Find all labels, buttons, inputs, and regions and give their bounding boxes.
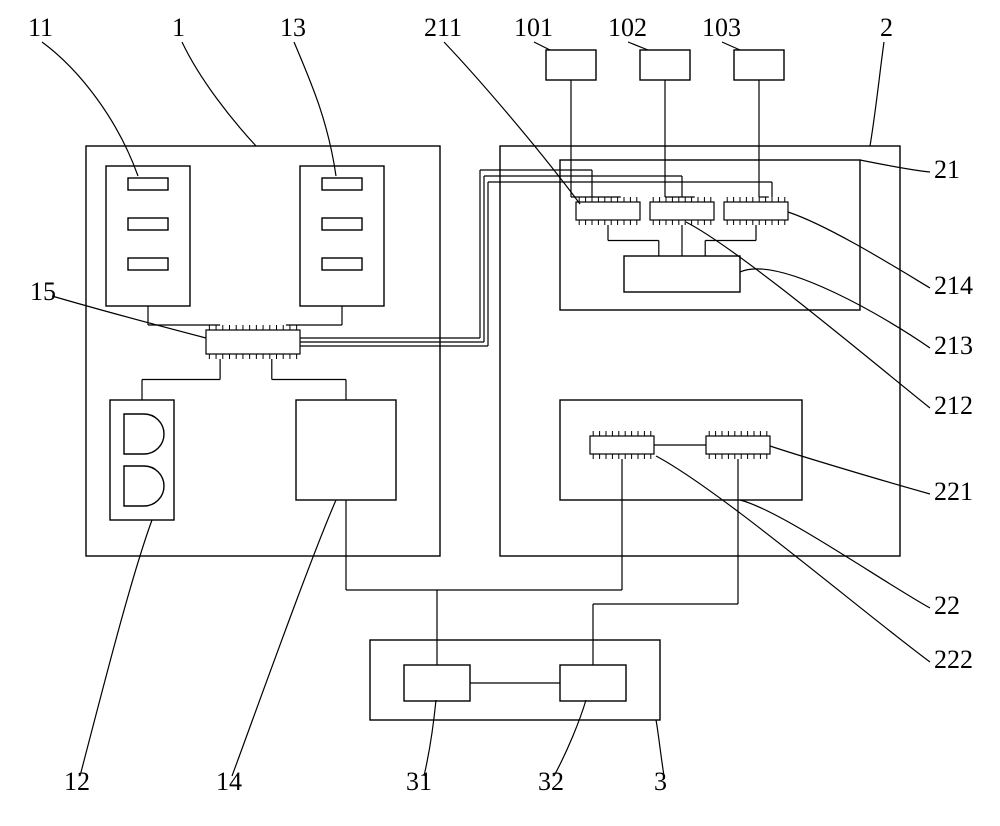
leader-12	[80, 520, 152, 776]
label-13: 13	[280, 13, 306, 42]
leader-21	[860, 160, 930, 172]
leader-22	[740, 500, 930, 608]
leader-11	[42, 42, 138, 176]
box-13-slot-0	[322, 178, 362, 190]
label-212: 212	[934, 391, 973, 420]
box-11-slot-2	[128, 258, 168, 270]
module-3	[370, 640, 660, 720]
label-214: 214	[934, 271, 973, 300]
leader-103	[722, 42, 740, 50]
label-11: 11	[28, 13, 53, 42]
label-32: 32	[538, 767, 564, 796]
label-221: 221	[934, 477, 973, 506]
box-13-slot-1	[322, 218, 362, 230]
box-101	[546, 50, 596, 80]
box-14	[296, 400, 396, 500]
leader-13	[294, 42, 336, 176]
label-14: 14	[216, 767, 242, 796]
leader-214	[788, 212, 930, 288]
chip-211	[576, 202, 640, 220]
box-22	[560, 400, 802, 500]
diagram-root: 1231112131415212231321011021032112122132…	[0, 0, 1000, 826]
label-12: 12	[64, 767, 90, 796]
d-shape-2	[124, 466, 164, 506]
leader-222	[656, 456, 930, 662]
label-3: 3	[654, 767, 667, 796]
label-103: 103	[702, 13, 741, 42]
label-21: 21	[934, 155, 960, 184]
box-31	[404, 665, 470, 701]
leader-101	[534, 42, 550, 50]
label-222: 222	[934, 645, 973, 674]
chip-221	[590, 436, 654, 454]
leader-221	[770, 446, 930, 494]
label-1: 1	[172, 13, 185, 42]
box-103	[734, 50, 784, 80]
chip-15	[206, 330, 300, 354]
chip-212	[650, 202, 714, 220]
chip-213	[724, 202, 788, 220]
leader-32	[554, 700, 586, 776]
box-32	[560, 665, 626, 701]
label-211: 211	[424, 13, 462, 42]
leader-102	[628, 42, 648, 50]
d-shape-1	[124, 414, 164, 454]
box-12	[110, 400, 174, 520]
box-102	[640, 50, 690, 80]
label-2: 2	[880, 13, 893, 42]
box-13	[300, 166, 384, 306]
label-31: 31	[406, 767, 432, 796]
label-15: 15	[30, 277, 56, 306]
leader-1	[182, 42, 256, 146]
leader-15	[52, 296, 206, 338]
leader-31	[424, 700, 436, 776]
label-22: 22	[934, 591, 960, 620]
leader-2	[870, 42, 884, 146]
box-11-slot-1	[128, 218, 168, 230]
box-11-slot-0	[128, 178, 168, 190]
leader-213	[740, 269, 930, 348]
chip-222	[706, 436, 770, 454]
leader-212	[686, 222, 930, 408]
label-101: 101	[514, 13, 553, 42]
box-13-slot-2	[322, 258, 362, 270]
module-1	[86, 146, 440, 556]
box-11	[106, 166, 190, 306]
label-213: 213	[934, 331, 973, 360]
box-214	[624, 256, 740, 292]
label-102: 102	[608, 13, 647, 42]
leader-14	[232, 500, 336, 776]
